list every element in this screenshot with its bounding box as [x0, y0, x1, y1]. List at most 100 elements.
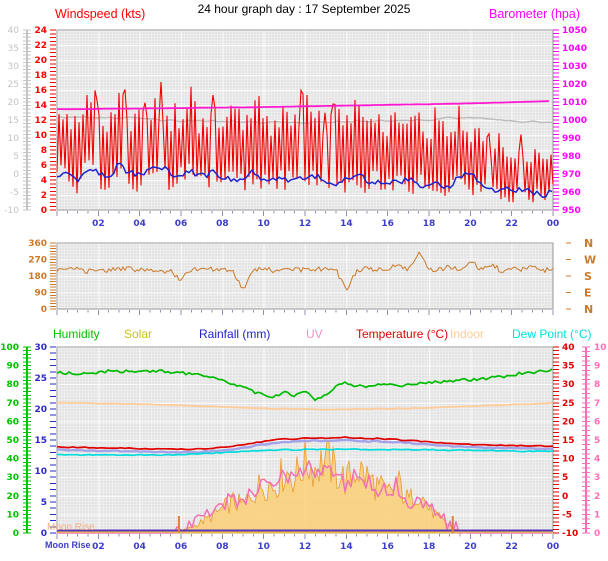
barometer-axis-title: Barometer (hpa)	[488, 7, 580, 21]
svg-text:30: 30	[8, 62, 20, 72]
svg-text:5: 5	[41, 498, 47, 508]
svg-text:950: 950	[562, 206, 581, 216]
svg-text:10: 10	[257, 542, 270, 552]
svg-text:25: 25	[8, 80, 19, 90]
legend-dew-point: Dew Point (°C)	[512, 327, 592, 341]
svg-text:30: 30	[6, 473, 19, 483]
svg-text:0: 0	[41, 305, 47, 315]
svg-text:1020: 1020	[562, 80, 587, 90]
svg-text:02: 02	[92, 542, 105, 552]
svg-text:10: 10	[594, 343, 607, 353]
svg-text:360: 360	[28, 239, 47, 249]
svg-text:12: 12	[34, 116, 47, 126]
svg-text:30: 30	[34, 343, 47, 353]
svg-text:2: 2	[41, 191, 47, 201]
moon-rise-axis-label: Moon Rise	[45, 540, 91, 550]
svg-text:20: 20	[8, 98, 20, 108]
svg-text:-10: -10	[4, 206, 19, 216]
svg-text:1050: 1050	[562, 26, 587, 36]
svg-text:180: 180	[28, 272, 47, 282]
svg-text:15: 15	[562, 436, 575, 446]
svg-text:14: 14	[340, 542, 353, 552]
svg-text:960: 960	[562, 188, 581, 198]
svg-text:80: 80	[6, 380, 19, 390]
svg-text:30: 30	[562, 380, 575, 390]
svg-text:8: 8	[41, 146, 47, 156]
svg-text:60: 60	[6, 417, 19, 427]
svg-text:0: 0	[594, 529, 600, 539]
svg-text:35: 35	[8, 44, 19, 54]
svg-text:02: 02	[92, 219, 105, 229]
svg-text:04: 04	[133, 542, 146, 552]
svg-text:18: 18	[423, 542, 436, 552]
legend-solar: Solar	[124, 327, 153, 341]
svg-text:20: 20	[464, 542, 477, 552]
svg-text:5: 5	[13, 152, 19, 162]
svg-text:25: 25	[562, 399, 575, 409]
svg-text:1010: 1010	[562, 98, 587, 108]
svg-text:06: 06	[175, 542, 188, 552]
svg-text:6: 6	[41, 161, 47, 171]
svg-text:3: 3	[594, 473, 600, 483]
svg-text:20: 20	[34, 56, 47, 66]
svg-text:22: 22	[505, 219, 518, 229]
svg-text:14: 14	[340, 219, 353, 229]
svg-text:6: 6	[594, 417, 600, 427]
svg-text:20: 20	[6, 492, 19, 502]
svg-text:40: 40	[6, 455, 19, 465]
svg-text:1040: 1040	[562, 44, 587, 54]
svg-text:9: 9	[594, 362, 600, 372]
svg-text:12: 12	[299, 219, 312, 229]
svg-text:N: N	[584, 237, 593, 250]
svg-text:08: 08	[216, 542, 229, 552]
svg-text:00: 00	[547, 542, 560, 552]
svg-text:2: 2	[594, 492, 600, 502]
svg-text:40: 40	[562, 343, 575, 353]
svg-text:10: 10	[562, 455, 575, 465]
svg-text:100: 100	[0, 343, 19, 353]
svg-text:16: 16	[381, 542, 394, 552]
svg-text:90: 90	[34, 289, 47, 299]
svg-text:90: 90	[6, 362, 19, 372]
svg-text:5: 5	[562, 473, 568, 483]
svg-text:16: 16	[381, 219, 394, 229]
svg-text:4: 4	[594, 455, 600, 465]
svg-text:N: N	[584, 303, 593, 316]
svg-text:W: W	[584, 254, 596, 267]
svg-text:7: 7	[594, 399, 600, 409]
svg-text:50: 50	[6, 436, 19, 446]
legend-indoor: Indoor	[450, 327, 485, 341]
svg-text:08: 08	[216, 219, 229, 229]
svg-text:10: 10	[34, 467, 47, 477]
svg-text:16: 16	[34, 86, 47, 96]
svg-text:-5: -5	[562, 510, 572, 520]
svg-text:18: 18	[34, 71, 47, 81]
svg-text:10: 10	[6, 510, 19, 520]
svg-text:24: 24	[34, 26, 47, 36]
svg-text:0: 0	[41, 206, 47, 216]
svg-text:14: 14	[34, 101, 47, 111]
svg-text:E: E	[584, 287, 592, 300]
svg-text:S: S	[584, 270, 592, 283]
svg-text:1: 1	[594, 510, 600, 520]
legend-rainfall: Rainfall (mm)	[199, 327, 271, 341]
svg-text:-5: -5	[10, 188, 19, 198]
svg-text:0: 0	[562, 492, 568, 502]
svg-text:15: 15	[34, 436, 47, 446]
svg-text:10: 10	[34, 131, 47, 141]
svg-text:5: 5	[594, 436, 600, 446]
svg-text:1000: 1000	[562, 116, 587, 126]
svg-text:-10: -10	[562, 529, 578, 539]
svg-text:20: 20	[464, 219, 477, 229]
svg-text:10: 10	[257, 219, 270, 229]
svg-text:22: 22	[505, 542, 518, 552]
moon-rise-overlay-label: Moon Rise	[47, 522, 95, 533]
svg-text:0: 0	[41, 529, 47, 539]
svg-text:1030: 1030	[562, 62, 587, 72]
wind-direction-plot-area	[57, 243, 553, 309]
svg-text:12: 12	[299, 542, 312, 552]
legend-temperature: Temperature (°C)	[356, 327, 449, 341]
svg-text:4: 4	[41, 176, 47, 186]
svg-text:35: 35	[562, 362, 575, 372]
svg-text:970: 970	[562, 170, 581, 180]
